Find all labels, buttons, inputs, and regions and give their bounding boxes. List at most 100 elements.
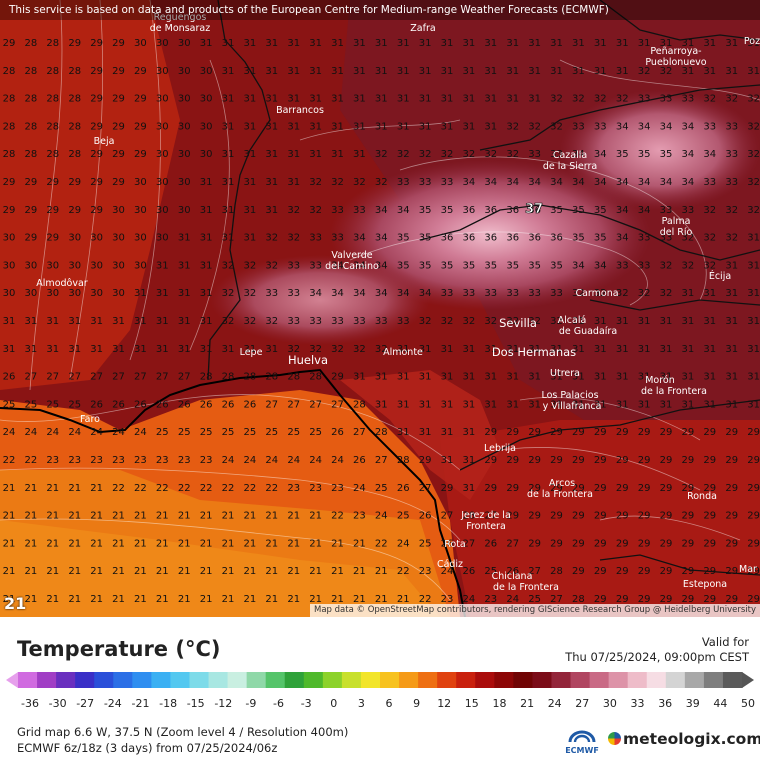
grid-temperature: 30 (156, 94, 169, 105)
scale-tick-label: -30 (49, 697, 67, 710)
grid-temperature: 26 (463, 566, 476, 577)
grid-temperature: 21 (397, 594, 410, 605)
grid-temperature: 31 (397, 372, 410, 383)
grid-temperature: 33 (287, 260, 300, 271)
grid-temperature: 28 (46, 38, 59, 49)
grid-temperature: 29 (616, 427, 629, 438)
grid-temperature: 33 (506, 288, 519, 299)
grid-temperature: 31 (397, 66, 410, 77)
grid-temperature: 21 (112, 566, 125, 577)
grid-temperature: 29 (550, 538, 563, 549)
grid-temperature: 31 (222, 177, 235, 188)
grid-temperature: 29 (484, 455, 497, 466)
grid-temperature: 21 (200, 594, 213, 605)
scale-tick-label: 30 (603, 697, 617, 710)
grid-temperature: 33 (287, 316, 300, 327)
grid-temperature: 34 (594, 149, 607, 160)
grid-temperature: 21 (68, 511, 81, 522)
scale-swatch (37, 672, 57, 688)
grid-temperature: 31 (638, 344, 651, 355)
grid-temperature: 32 (550, 121, 563, 132)
scale-swatch (227, 672, 248, 688)
grid-temperature: 35 (660, 149, 673, 160)
grid-temperature: 31 (725, 260, 738, 271)
grid-temperature: 32 (703, 205, 716, 216)
grid-temperature: 26 (178, 399, 191, 410)
grid-temperature: 31 (484, 66, 497, 77)
scale-swatch (246, 672, 267, 688)
grid-temperature: 33 (725, 149, 738, 160)
grid-temperature: 30 (178, 38, 191, 49)
valid-datetime: Thu 07/25/2024, 09:00pm CEST (565, 650, 749, 664)
grid-temperature: 36 (550, 233, 563, 244)
grid-temperature: 32 (660, 260, 673, 271)
grid-temperature: 21 (3, 594, 16, 605)
scale-swatch (151, 672, 172, 688)
grid-temperature: 24 (287, 455, 300, 466)
grid-temperature: 21 (112, 594, 125, 605)
grid-temperature: 29 (572, 483, 585, 494)
grid-temperature: 29 (46, 205, 59, 216)
grid-temperature: 21 (309, 594, 322, 605)
grid-temperature: 22 (156, 483, 169, 494)
grid-temperature: 31 (682, 372, 695, 383)
grid-temperature: 31 (287, 94, 300, 105)
grid-temperature: 34 (375, 205, 388, 216)
grid-temperature: 27 (550, 594, 563, 605)
grid-temperature: 31 (528, 38, 541, 49)
grid-temperature: 29 (660, 455, 673, 466)
grid-temperature: 28 (25, 38, 38, 49)
grid-temperature: 34 (397, 288, 410, 299)
valid-label: Valid for (701, 635, 749, 649)
grid-temperature: 34 (638, 205, 651, 216)
grid-temperature: 26 (244, 399, 257, 410)
grid-temperature: 29 (90, 38, 103, 49)
grid-temperature: 32 (397, 149, 410, 160)
grid-temperature: 31 (287, 121, 300, 132)
grid-temperature: 31 (375, 372, 388, 383)
grid-temperature: 25 (419, 538, 432, 549)
grid-temperature: 24 (265, 455, 278, 466)
grid-temperature: 31 (178, 316, 191, 327)
grid-temperature: 31 (353, 372, 366, 383)
map-attribution[interactable]: Map data © OpenStreetMap contributors, r… (310, 604, 760, 617)
grid-temperature: 32 (506, 149, 519, 160)
grid-temperature: 34 (463, 177, 476, 188)
grid-temperature: 29 (660, 566, 673, 577)
grid-temperature: 33 (265, 288, 278, 299)
grid-temperature: 21 (287, 511, 300, 522)
grid-temperature: 31 (660, 38, 673, 49)
grid-temperature: 31 (265, 205, 278, 216)
scale-swatch (284, 672, 305, 688)
meteologix-logo[interactable]: meteologix.com (608, 730, 760, 748)
grid-temperature: 34 (331, 288, 344, 299)
grid-temperature: 29 (638, 566, 651, 577)
grid-temperature: 21 (25, 511, 38, 522)
model-info: ECMWF 6z/18z (3 days) from 07/25/2024/06… (17, 741, 278, 755)
grid-temperature: 31 (660, 344, 673, 355)
grid-temperature: 24 (112, 427, 125, 438)
grid-temperature: 27 (90, 372, 103, 383)
city-label: Rota (444, 539, 466, 550)
grid-temperature: 32 (222, 288, 235, 299)
grid-temperature: 27 (68, 372, 81, 383)
grid-temperature: 31 (594, 66, 607, 77)
grid-temperature: 32 (725, 205, 738, 216)
temperature-map[interactable]: 29 28 28 29 29 29 30 30 30 31 31 31 31 31 31 31 31 31 31 31… (0, 0, 760, 617)
grid-temperature: 31 (660, 399, 673, 410)
grid-temperature: 31 (441, 427, 454, 438)
grid-temperature: 34 (682, 121, 695, 132)
scale-swatch (341, 672, 362, 688)
grid-temperature: 31 (594, 344, 607, 355)
grid-temperature: 21 (309, 511, 322, 522)
ecmwf-arc-icon (568, 730, 596, 743)
grid-temperature: 36 (528, 205, 541, 216)
scale-tick-label: 24 (548, 697, 562, 710)
grid-temperature: 21 (3, 483, 16, 494)
grid-temperature: 31 (484, 372, 497, 383)
grid-temperature: 33 (397, 177, 410, 188)
grid-temperature: 31 (616, 372, 629, 383)
grid-temperature: 21 (68, 538, 81, 549)
map-canvas[interactable]: 29 28 28 29 29 29 30 30 30 31 31 31 31 31 31 31 31 31 31 31… (0, 0, 760, 617)
grid-temperature: 35 (441, 205, 454, 216)
